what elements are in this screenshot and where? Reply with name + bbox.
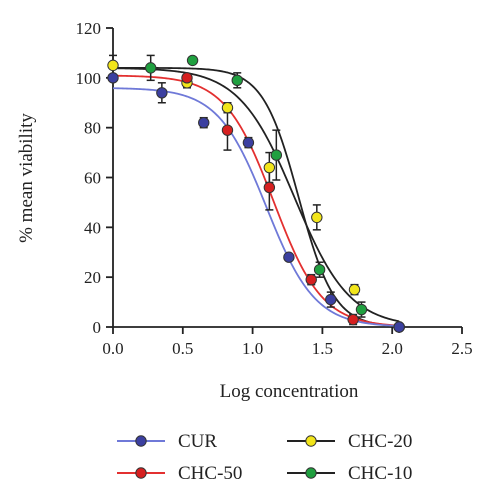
data-point-chc-20 [263, 161, 276, 174]
y-tick-label: 20 [84, 268, 101, 287]
data-point-chc-50 [221, 124, 234, 136]
plot-area: 0 20 40 60 80 100 120 0.0 0.5 1.0 1.5 2.0 2.5 [76, 19, 473, 358]
data-point-cur [393, 321, 405, 333]
data-point-chc-10 [231, 74, 243, 87]
y-tick-label: 120 [76, 19, 102, 38]
x-tick-label: 0.5 [172, 339, 193, 358]
fit-curve-chc-20 [112, 67, 400, 323]
data-point-cur [325, 293, 337, 306]
data-point-chc-50 [305, 273, 317, 286]
x-tick-label: 1.5 [312, 339, 333, 358]
legend-marker [305, 435, 317, 447]
x-ticks: 0.0 0.5 1.0 1.5 2.0 2.5 [102, 327, 473, 358]
legend: CUR CHC-20 CHC-50 CHC-10 [117, 431, 412, 484]
y-tick-label: 40 [84, 218, 101, 237]
data-point-cur [283, 251, 295, 263]
legend-marker [135, 467, 147, 479]
data-point-chc-10 [144, 62, 157, 74]
data-point-chc-50 [347, 313, 359, 326]
legend-label: CHC-20 [348, 431, 412, 452]
data-point-cur [242, 136, 255, 149]
y-axis-title: % mean viability [16, 113, 37, 243]
legend-label: CHC-10 [348, 463, 412, 484]
x-tick-label: 0.0 [102, 339, 123, 358]
data-points [107, 54, 405, 333]
legend-item-chc-50: CHC-50 [117, 463, 242, 484]
x-axis-title: Log concentration [220, 381, 359, 402]
data-point-cur [107, 72, 119, 84]
y-tick-label: 0 [93, 318, 102, 337]
y-tick-label: 100 [76, 69, 102, 88]
data-point-chc-50 [263, 181, 276, 194]
y-tick-label: 60 [84, 169, 101, 188]
x-tick-label: 1.0 [242, 339, 263, 358]
legend-label: CHC-50 [178, 463, 242, 484]
legend-marker [305, 467, 317, 479]
x-tick-label: 2.5 [451, 339, 472, 358]
data-point-chc-20 [348, 283, 361, 296]
data-point-chc-20 [221, 102, 234, 114]
data-point-chc-20 [107, 59, 119, 72]
data-point-chc-10 [270, 149, 283, 161]
data-point-chc-10 [355, 303, 368, 316]
y-ticks: 0 20 40 60 80 100 120 [76, 19, 113, 337]
data-point-chc-10 [186, 54, 199, 67]
legend-item-cur: CUR [117, 431, 217, 452]
data-point-cur [198, 116, 210, 129]
data-point-chc-20 [311, 211, 323, 224]
legend-item-chc-20: CHC-20 [287, 431, 412, 452]
data-point-chc-10 [313, 263, 326, 276]
data-point-cur [156, 87, 168, 99]
y-tick-label: 80 [84, 119, 101, 138]
legend-item-chc-10: CHC-10 [287, 463, 412, 484]
legend-label: CUR [178, 431, 217, 452]
legend-marker [135, 435, 147, 447]
data-point-chc-50 [181, 72, 193, 84]
x-tick-label: 2.0 [382, 339, 403, 358]
